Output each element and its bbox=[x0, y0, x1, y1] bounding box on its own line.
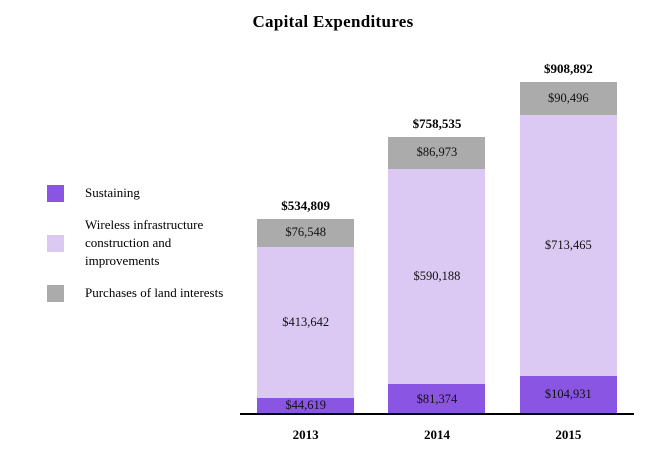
bar-2013: $534,809 $76,548 $413,642 $44,619 bbox=[257, 197, 355, 414]
x-tick-2014: 2014 bbox=[423, 427, 450, 442]
legend-item-sustaining: Sustaining bbox=[47, 184, 242, 202]
segment-land-interests-2015: $90,496 bbox=[519, 82, 617, 116]
legend-label-land-interests: Purchases of land interests bbox=[85, 285, 224, 300]
segment-value-label: $86,973 bbox=[416, 145, 458, 160]
segment-land-interests-2013: $76,548 bbox=[257, 218, 355, 247]
x-axis-labels: 2013 2014 2015 bbox=[240, 427, 634, 443]
legend-label-wireless-infrastructure: Wireless infrastructure construction and… bbox=[85, 217, 204, 268]
x-tick-2015: 2015 bbox=[555, 427, 582, 442]
legend-item-land-interests: Purchases of land interests bbox=[47, 284, 242, 302]
segment-value-label: $413,642 bbox=[282, 314, 330, 329]
segment-sustaining-2015: $104,931 bbox=[519, 375, 617, 414]
bar-2014: $758,535 $86,973 $590,188 $81,374 bbox=[388, 115, 486, 414]
legend-item-wireless-infrastructure: Wireless infrastructure construction and… bbox=[47, 216, 242, 270]
plot-area: $534,809 $76,548 $413,642 $44,619 $758,535 $8… bbox=[240, 0, 634, 415]
bars-area: $534,809 $76,548 $413,642 $44,619 $758,535 $8… bbox=[240, 61, 634, 414]
segment-value-label: $590,188 bbox=[413, 269, 461, 284]
legend-swatch-land-interests bbox=[47, 284, 64, 302]
bar-2015: $908,892 $90,496 $713,465 $104,931 bbox=[519, 61, 617, 414]
segment-land-interests-2014: $86,973 bbox=[388, 136, 486, 169]
segment-sustaining-2013: $44,619 bbox=[257, 397, 355, 414]
legend-swatch-wireless-infrastructure bbox=[47, 234, 64, 252]
segment-value-label: $44,619 bbox=[285, 398, 326, 413]
segment-value-label: $81,374 bbox=[416, 391, 458, 406]
bar-total-label-2014: $758,535 bbox=[412, 115, 462, 131]
segment-value-label: $713,465 bbox=[544, 237, 592, 252]
legend: Sustaining Wireless infrastructure constr… bbox=[47, 184, 242, 302]
legend-label-sustaining: Sustaining bbox=[85, 185, 140, 200]
x-axis-line bbox=[240, 413, 634, 415]
segment-sustaining-2014: $81,374 bbox=[388, 384, 486, 414]
chart-title: Capital Expenditures bbox=[252, 12, 414, 31]
segment-wireless-infrastructure-2015: $713,465 bbox=[519, 115, 617, 376]
bar-total-label-2013: $534,809 bbox=[281, 197, 331, 213]
segment-value-label: $90,496 bbox=[548, 91, 589, 106]
segment-wireless-infrastructure-2013: $413,642 bbox=[257, 246, 355, 398]
x-tick-2013: 2013 bbox=[292, 427, 319, 442]
segment-value-label: $76,548 bbox=[285, 225, 326, 240]
segment-value-label: $104,931 bbox=[544, 387, 592, 402]
bar-total-label-2015: $908,892 bbox=[543, 61, 593, 77]
legend-swatch-sustaining bbox=[47, 184, 64, 202]
segment-wireless-infrastructure-2014: $590,188 bbox=[388, 168, 486, 385]
